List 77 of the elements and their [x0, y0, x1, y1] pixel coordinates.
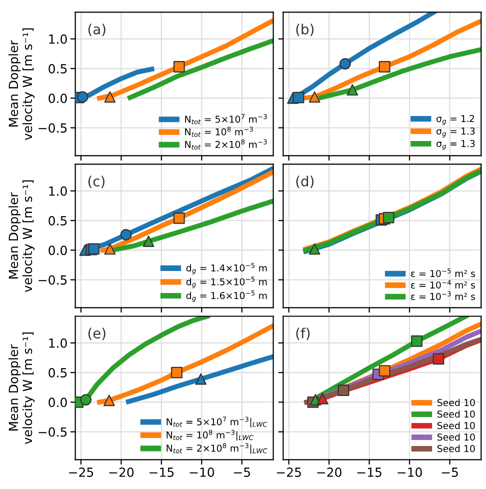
point	[339, 58, 351, 70]
point	[308, 243, 320, 255]
x-tick-label: −25	[69, 468, 94, 477]
annotation: (f)	[296, 328, 310, 340]
point	[104, 91, 116, 103]
point	[292, 92, 304, 104]
point	[103, 394, 115, 406]
x-tick-label: −5	[442, 468, 458, 477]
y-tick-label: 0.0	[48, 94, 67, 104]
legend-label: ε = 10$^{−4}$ m² s	[411, 280, 475, 289]
point	[308, 91, 320, 103]
point	[316, 392, 328, 404]
annotation: (c)	[88, 176, 104, 188]
y-tick-label: 0.0	[48, 246, 67, 256]
legend-label: σ$_{g}$ = 1.2	[436, 115, 474, 125]
x-tick-label: −5	[234, 468, 250, 477]
line-series	[128, 38, 274, 100]
point	[338, 384, 350, 396]
point	[378, 61, 390, 72]
legend-label: d$_{g}$ = 1.5×10$^{−5}$ m	[186, 276, 267, 288]
point	[76, 91, 88, 103]
point	[195, 373, 207, 385]
x-tick-label: −10	[190, 468, 214, 477]
legend-label: N$_{tot}$ = 5×10$^{7}$ m$^{−3}$	[185, 114, 267, 124]
y-tick-label: 1.0	[49, 34, 67, 44]
y-axis-title: Mean Doppler velocity W [m s⁻¹]	[8, 28, 35, 140]
y-axis-title: Mean Doppler velocity W [m s⁻¹]	[8, 332, 35, 444]
legend-label: N$_{tot}$ = 10$^{8}$ m$^{−3}$|$_{LWC}$	[166, 430, 254, 441]
x-tick-label: −20	[317, 468, 342, 477]
legend-label: N$_{tot}$ = 5×10$^{7}$ m$^{−3}$|$_{LWC}$	[166, 416, 268, 428]
x-tick-label: −15	[357, 468, 382, 477]
point	[173, 61, 185, 72]
x-tick-label: −20	[109, 468, 134, 477]
point	[171, 366, 182, 378]
point	[120, 229, 132, 240]
x-tick-label: −10	[398, 468, 422, 477]
point	[378, 365, 390, 376]
legend-label: N$_{tot}$ = 2×10$^{8}$ m$^{−3}$|$_{LWC}$	[166, 443, 268, 454]
legend-label: Seed 10	[437, 422, 475, 430]
y-tick-label: −0.5	[38, 275, 67, 285]
legend-label: Seed 10	[437, 444, 475, 452]
point	[173, 212, 185, 224]
y-axis-title: Mean Doppler velocity W [m s⁻¹]	[8, 180, 35, 292]
point	[88, 243, 100, 255]
legend-label: Seed 10	[437, 410, 475, 418]
legend-label: N$_{tot}$ = 10$^{8}$ m$^{−3}$	[185, 126, 253, 137]
y-tick-label: 0.5	[48, 216, 67, 226]
legend-label: Seed 10	[437, 433, 475, 441]
legend-label: N$_{tot}$ = 2×10$^{8}$ m$^{−3}$	[185, 139, 267, 150]
point	[432, 353, 444, 365]
legend-label: σ$_{g}$ = 1.3	[436, 127, 475, 138]
legend-label: Seed 10	[437, 398, 475, 406]
legend-label: d$_{g}$ = 1.4×10$^{−5}$ m	[186, 262, 267, 274]
legend-label: ε = 10$^{−5}$ m² s	[411, 268, 475, 278]
y-tick-label: −0.5	[38, 427, 67, 437]
y-tick-label: 0.5	[48, 64, 67, 74]
y-tick-label: −0.5	[38, 123, 67, 133]
annotation: (d)	[296, 176, 314, 188]
point	[346, 84, 358, 96]
point	[411, 335, 422, 347]
legend-label: σ$_{g}$ = 1.3	[436, 140, 475, 150]
point	[142, 236, 154, 247]
point	[382, 212, 394, 224]
y-tick-label: 1.0	[49, 338, 67, 348]
annotation: (b)	[296, 24, 314, 36]
x-tick-label: −15	[150, 468, 174, 477]
y-tick-label: 0.0	[48, 398, 67, 408]
line-series	[126, 354, 274, 404]
annotation: (e)	[88, 328, 106, 340]
y-tick-label: 1.0	[49, 186, 67, 196]
point	[104, 243, 116, 255]
legend-label: d$_{g}$ = 1.6×10$^{−5}$ m	[186, 290, 267, 302]
legend-label: ε = 10$^{−3}$ m² s	[411, 291, 475, 300]
x-tick-label: −25	[276, 468, 301, 477]
y-tick-label: 0.5	[48, 368, 67, 378]
annotation: (a)	[88, 24, 106, 36]
point	[80, 394, 92, 406]
